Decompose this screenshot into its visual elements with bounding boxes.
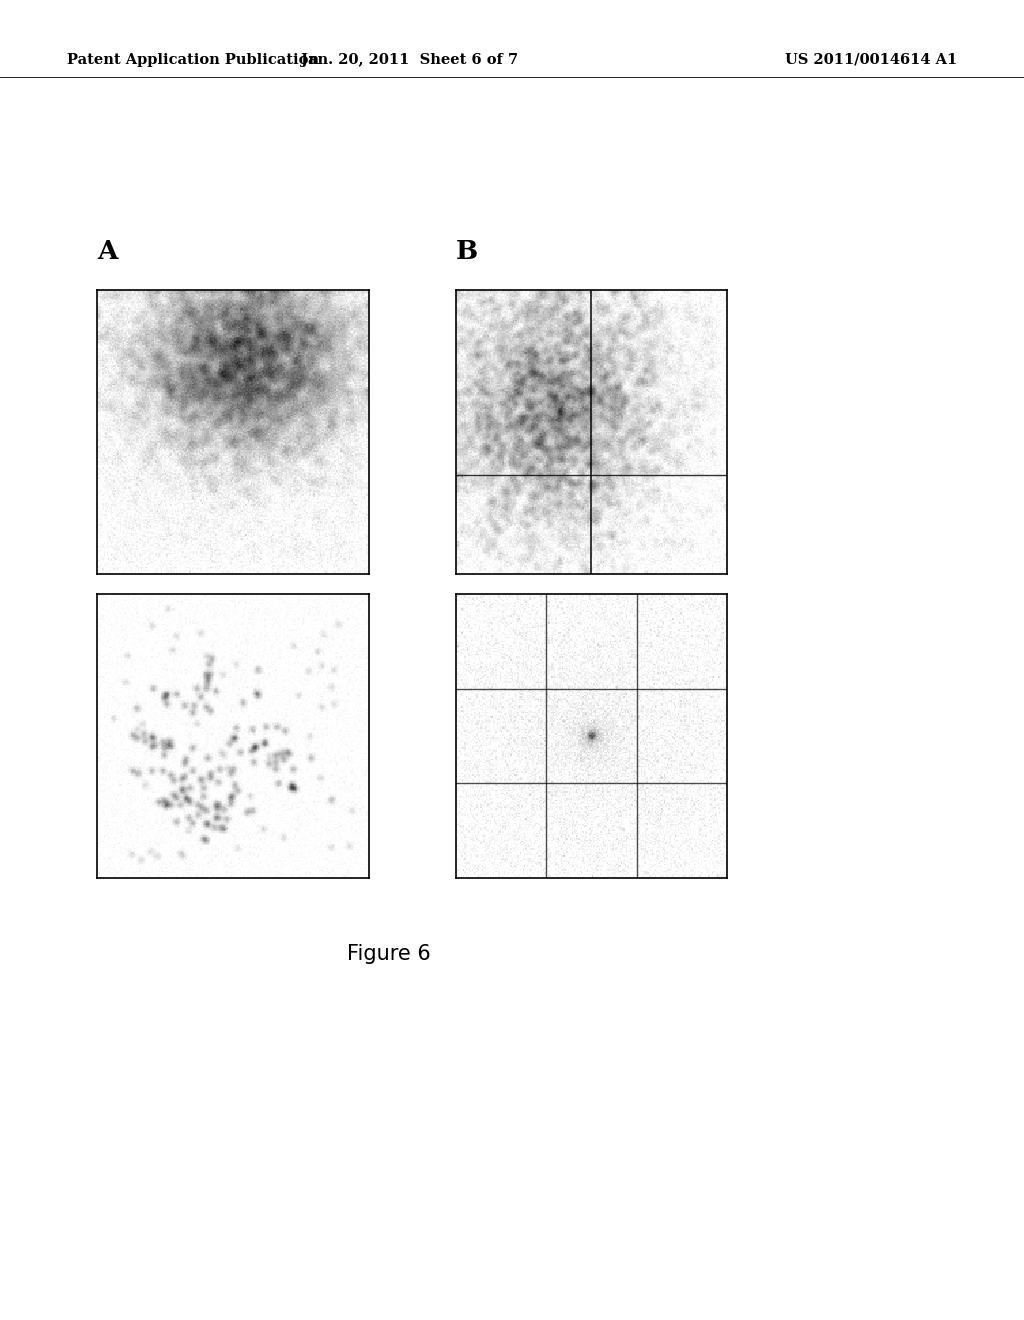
Text: Figure 6: Figure 6	[347, 944, 431, 964]
Text: A: A	[97, 239, 118, 264]
Text: US 2011/0014614 A1: US 2011/0014614 A1	[785, 53, 957, 67]
Text: B: B	[456, 239, 478, 264]
Text: Jan. 20, 2011  Sheet 6 of 7: Jan. 20, 2011 Sheet 6 of 7	[301, 53, 518, 67]
Text: Patent Application Publication: Patent Application Publication	[67, 53, 318, 67]
